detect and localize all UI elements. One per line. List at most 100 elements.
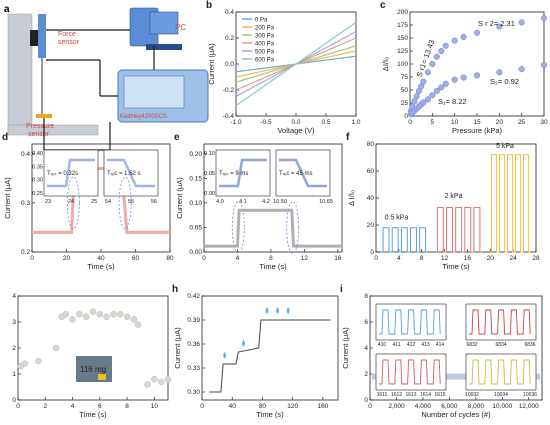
data-point — [496, 23, 503, 30]
water-drop-icon — [223, 351, 227, 359]
x-tick-label: 40 — [229, 403, 237, 410]
y-tick-label: 0.39 — [187, 317, 200, 324]
y-tick-label: 175 — [397, 22, 408, 29]
panel-a: a Force sensor Pressure sensor PC Keithley… — [4, 4, 209, 151]
data-point — [433, 53, 440, 60]
x-axis-label: Time (s) — [79, 410, 107, 419]
inset-x-tick-label: 414 — [436, 342, 445, 348]
data-point — [451, 37, 458, 44]
legend-entry: 500 Pa — [255, 50, 275, 56]
keithley-screen — [123, 75, 185, 109]
legend-entry: 0 Pa — [255, 18, 268, 24]
inset-y-tick-label: 0.30 — [32, 178, 43, 184]
x-tick-label: 2 — [43, 403, 47, 410]
data-point — [473, 72, 481, 79]
zoom-ellipse — [67, 176, 80, 230]
y-tick-label: 80 — [367, 141, 375, 148]
x-tick-label: 0 — [368, 403, 372, 410]
data-point — [82, 313, 90, 321]
x-tick-label: 6 — [98, 403, 102, 410]
data-point — [496, 69, 503, 76]
y-tick-label: 0.4 — [21, 151, 30, 158]
x-tick-label: 0.0 — [291, 119, 300, 126]
data-point — [130, 316, 138, 323]
inset-y-tick-label: 0.05 — [204, 171, 215, 177]
x-tick-label: 4 — [71, 403, 75, 410]
y-tick-label: 100 — [397, 61, 408, 68]
y-tick-label: 1 — [12, 371, 16, 378]
data-point — [433, 87, 440, 95]
y-tick-label: 0.00 — [189, 249, 202, 256]
y-tick-label: 75 — [401, 74, 409, 81]
panel-label-f: f — [346, 132, 350, 143]
x-tick-label: -1.0 — [230, 119, 242, 126]
inset-x-tick-label: 56 — [151, 199, 157, 205]
inset-x-tick-label: 4.1 — [239, 199, 247, 205]
annotation: 2 kPa — [445, 193, 463, 200]
data-point — [420, 99, 427, 106]
data-point — [69, 316, 76, 323]
x-tick-label: 60 — [132, 255, 140, 262]
zoom-ellipse — [231, 201, 245, 254]
data-point — [52, 344, 60, 352]
y-tick-label: 150 — [397, 35, 408, 42]
x-axis-label: Time (s) — [256, 410, 284, 419]
inset-x-tick-label: 4.2 — [262, 199, 270, 205]
x-tick-label: 2,000 — [388, 403, 405, 410]
y-tick-label: 3 — [12, 319, 16, 326]
x-tick-label: 6,000 — [441, 403, 458, 410]
data-point — [424, 96, 431, 103]
inset-curve — [469, 309, 531, 335]
inset-frame — [43, 149, 99, 197]
data-point — [442, 42, 449, 49]
x-tick-label: 25 — [518, 119, 526, 126]
inset-frame — [465, 303, 537, 341]
y-axis-label: Current (μA) — [207, 43, 216, 85]
data-point — [424, 69, 431, 76]
sample-chip — [98, 374, 106, 380]
series-line — [204, 208, 342, 248]
data-point — [157, 378, 165, 386]
x-tick-label: 1.0 — [351, 119, 360, 126]
y-tick-label: 8 — [364, 293, 368, 300]
plot-frame — [203, 143, 343, 253]
y-tick-label: 0.15 — [189, 176, 202, 183]
pc-monitor-icon — [149, 11, 179, 35]
inset-x-tick-label: 25 — [91, 199, 97, 205]
y-tick-label: 0 — [404, 113, 408, 120]
inset-frame — [465, 353, 537, 391]
zoom-ellipse — [286, 201, 300, 254]
inset-x-tick-label: 10034 — [494, 392, 508, 398]
data-point — [134, 321, 142, 328]
panel-label-e: e — [174, 132, 180, 143]
inset-x-tick-label: 24 — [68, 199, 74, 205]
x-tick-label: 12,000 — [519, 403, 539, 410]
y-tick-label: -0.4 — [223, 113, 235, 120]
panel-h: 0 40 80 120 160 0.30 0.33 0.36 0.39 0.42 Time (s) C… — [172, 284, 339, 419]
inset-y-tick-label: 0.00 — [204, 191, 215, 197]
x-axis-label: Voltage (V) — [277, 126, 315, 135]
keithley-label: Keithley4200SCS — [120, 114, 167, 120]
x-tick-label: 0 — [408, 119, 412, 126]
annotation: S₂= 0.92 — [490, 77, 519, 86]
data-point — [62, 310, 69, 318]
y-axis-label: Current (μA) — [173, 327, 182, 369]
x-tick-label: 10 — [451, 119, 459, 126]
x-tick-label: 24 — [510, 255, 518, 262]
x-tick-label: 8,000 — [468, 403, 485, 410]
x-tick-label: 0 — [374, 255, 378, 262]
y-tick-label: 0.3 — [21, 200, 30, 207]
inset-x-tick-label: 10032 — [465, 392, 479, 398]
inset-curve — [379, 359, 441, 385]
x-tick-label: 0 — [202, 255, 206, 262]
x-tick-label: 15 — [473, 119, 481, 126]
zoom-ellipse — [118, 176, 132, 230]
y-tick-label: 0.0 — [225, 61, 234, 68]
y-tick-label: 0.20 — [189, 151, 202, 158]
x-tick-label: 16 — [464, 255, 472, 262]
cycle-band — [372, 373, 540, 380]
panel-d: 0 20 40 60 80 0.2 0.3 0.4 Time (s) Current (μA) d T… — [2, 132, 174, 271]
x-tick-label: 20 — [63, 255, 71, 262]
y-tick-label: 0.2 — [225, 35, 234, 42]
